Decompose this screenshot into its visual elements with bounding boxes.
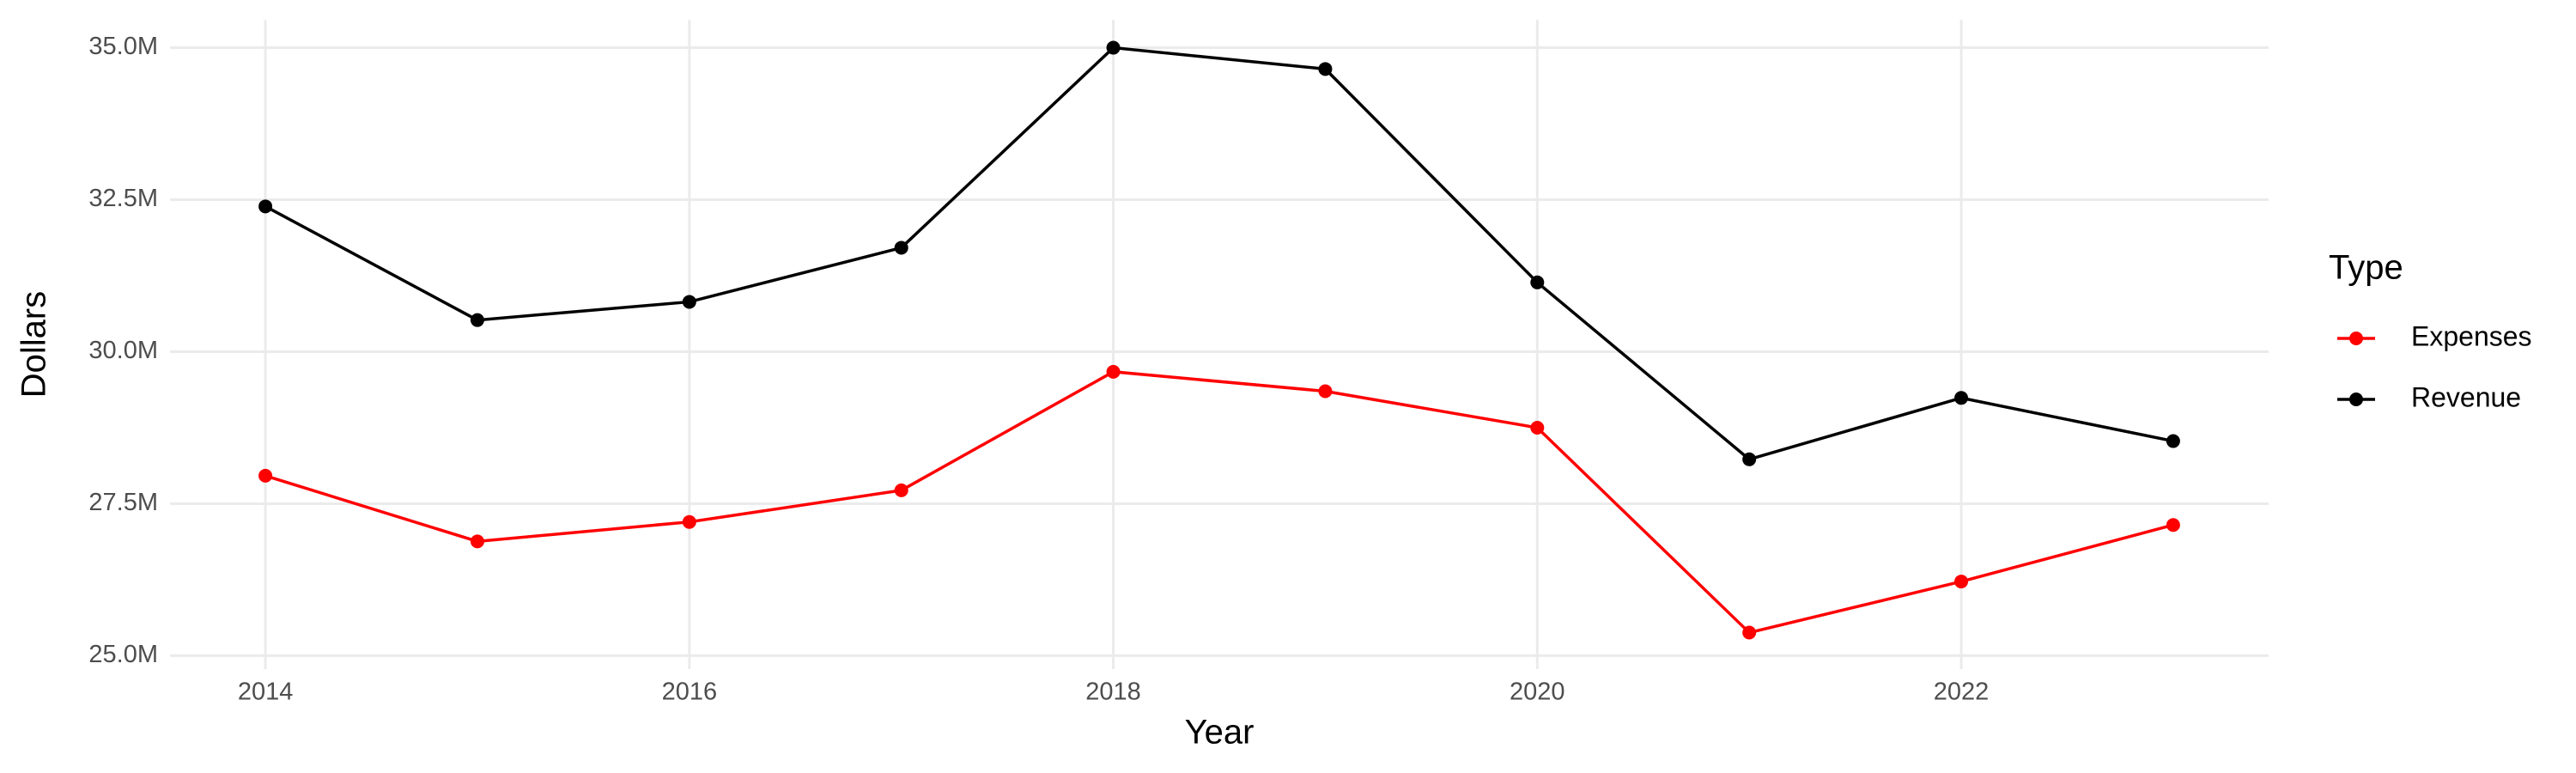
- y-tick-label: 27.5M: [88, 489, 158, 516]
- data-point: [1530, 420, 1545, 435]
- x-tick-label: 2014: [238, 679, 294, 706]
- data-point: [682, 295, 696, 309]
- data-point: [1318, 62, 1333, 76]
- x-tick-label: 2018: [1085, 679, 1141, 706]
- data-point: [1318, 384, 1333, 399]
- x-tick-label: 2016: [662, 679, 718, 706]
- data-point: [1954, 575, 1969, 589]
- data-point: [1530, 275, 1545, 289]
- legend-label: Revenue: [2411, 381, 2521, 412]
- y-tick-label: 32.5M: [88, 185, 158, 212]
- data-point: [2166, 518, 2180, 533]
- series-line: [264, 46, 2174, 461]
- y-tick-label: 25.0M: [88, 641, 158, 668]
- legend-label: Expenses: [2411, 320, 2532, 351]
- legend-title: Type: [2329, 249, 2403, 287]
- y-axis-title: Dollars: [15, 291, 53, 398]
- data-point: [470, 313, 484, 327]
- legend-marker: [2349, 332, 2363, 345]
- y-tick-label: 35.0M: [88, 33, 158, 60]
- data-point: [1742, 625, 1757, 640]
- legend-marker: [2349, 393, 2363, 406]
- y-tick-label: 30.0M: [88, 337, 158, 364]
- x-tick-label: 2022: [1934, 679, 1990, 706]
- data-point: [1742, 452, 1757, 466]
- data-point: [894, 240, 908, 255]
- data-point: [682, 514, 696, 529]
- data-point: [2166, 434, 2180, 448]
- data-point: [1954, 391, 1969, 405]
- data-point: [894, 483, 908, 497]
- data-point: [470, 534, 484, 549]
- series-line: [264, 370, 2174, 635]
- data-point: [1106, 40, 1121, 55]
- data-point: [258, 468, 273, 483]
- x-tick-label: 2020: [1510, 679, 1565, 706]
- data-point: [1106, 364, 1121, 379]
- x-axis-title: Year: [1185, 714, 1255, 752]
- data-point: [258, 199, 273, 214]
